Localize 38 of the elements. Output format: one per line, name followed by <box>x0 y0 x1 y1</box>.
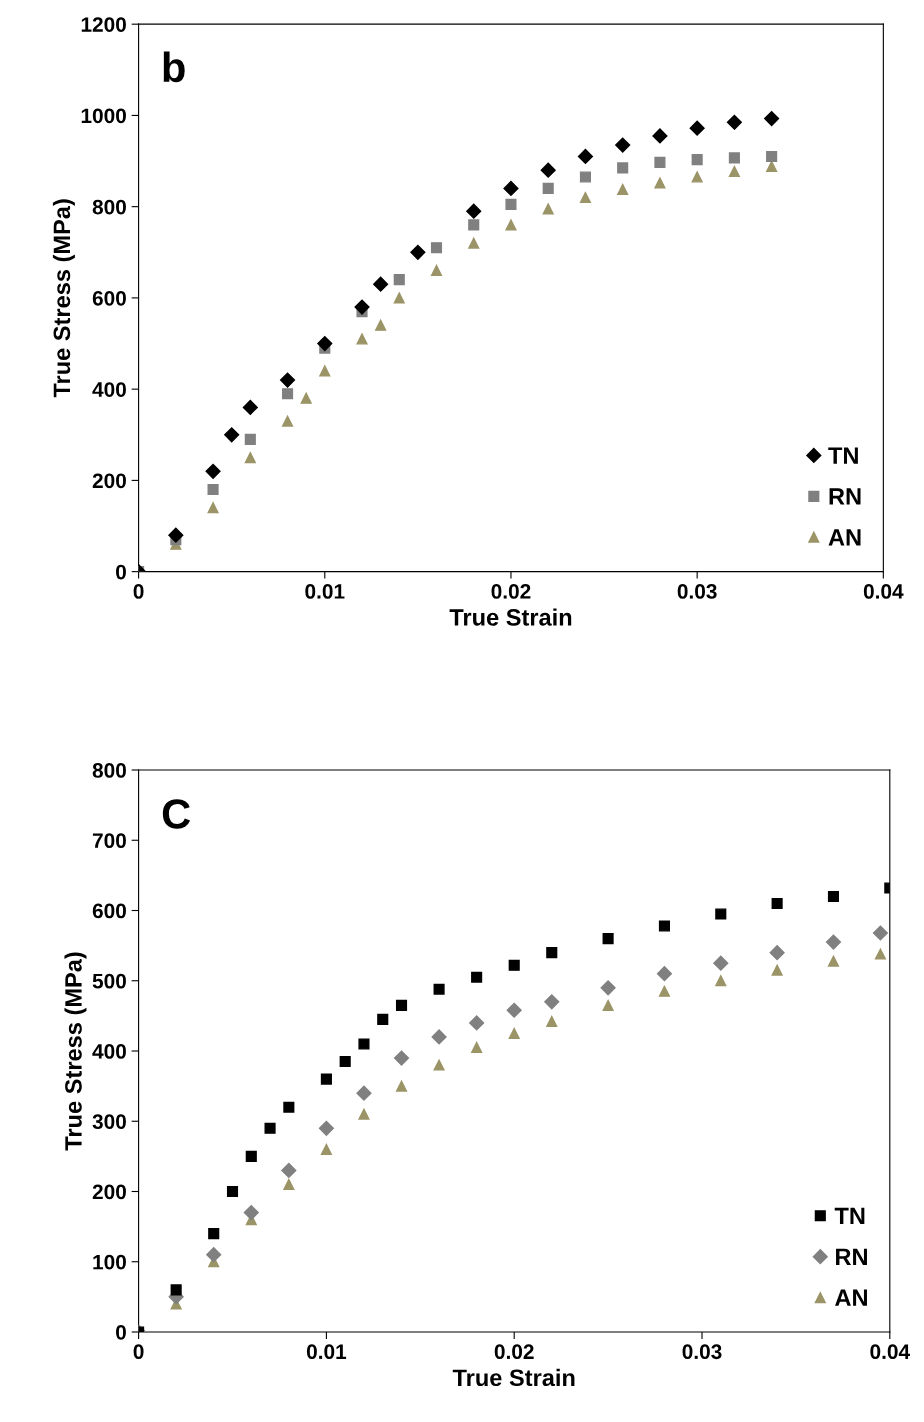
y-tick-label: 200 <box>92 1184 126 1200</box>
annotation: b <box>163 51 185 83</box>
legend-label: TN <box>828 447 858 464</box>
x-tick-label: 0.04 <box>870 1344 910 1360</box>
x-axis-title: True Strain <box>449 608 572 626</box>
legend-label: AN <box>828 529 861 546</box>
y-tick-label: 500 <box>92 973 126 989</box>
y-tick-label: 800 <box>92 763 126 778</box>
y-tick-label: 300 <box>92 1114 126 1130</box>
y-tick-label: 700 <box>92 833 126 849</box>
y-tick-label: 1200 <box>81 17 126 32</box>
y-tick-label: 400 <box>92 1044 126 1059</box>
y-tick-label: 600 <box>92 290 126 306</box>
x-tick-label: 0.03 <box>677 584 717 599</box>
x-tick-label: 0.02 <box>491 584 531 599</box>
x-tick-label: 0.02 <box>494 1344 534 1360</box>
y-tick-label: 800 <box>92 199 126 215</box>
x-tick-label: 0.04 <box>863 584 904 599</box>
y-tick-label: 0 <box>116 564 126 580</box>
annotation: C <box>162 799 191 829</box>
x-axis-title: True Strain <box>452 1368 575 1387</box>
y-tick-label: 0 <box>116 1324 126 1340</box>
y-tick-label: 100 <box>93 1254 126 1270</box>
legend-label: RN <box>829 488 861 505</box>
x-tick-label: 0.03 <box>682 1344 722 1360</box>
x-tick-label: 0 <box>133 1344 144 1360</box>
y-axis-title: True Stress (MPa) <box>52 199 75 398</box>
y-tick-label: 600 <box>92 903 126 919</box>
y-tick-label: 400 <box>92 382 126 397</box>
x-tick-label: 0.01 <box>306 1344 347 1360</box>
x-tick-label: 0.01 <box>305 584 345 599</box>
y-tick-label: 200 <box>92 473 126 489</box>
y-axis-title: True Stress (MPa) <box>64 952 87 1151</box>
legend-label: RN <box>836 1248 867 1265</box>
x-tick-label: 0 <box>133 584 144 599</box>
y-tick-label: 1000 <box>81 108 126 124</box>
legend-label: TN <box>834 1207 865 1225</box>
legend-label: AN <box>835 1289 867 1306</box>
